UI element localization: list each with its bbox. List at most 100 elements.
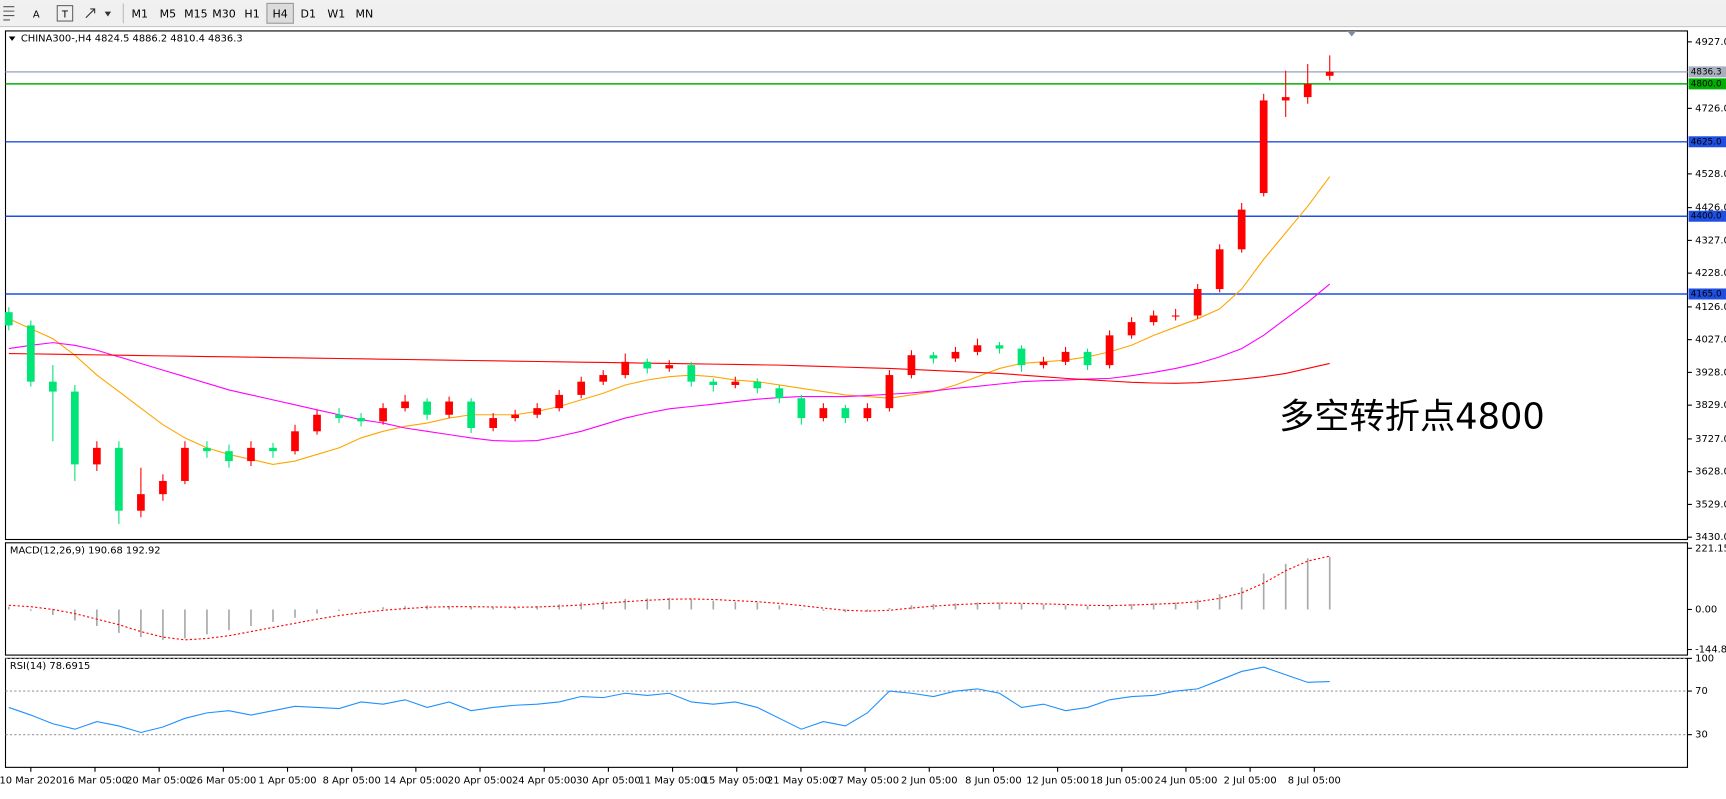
candle-body [1105, 335, 1114, 366]
y-tick-label: 3529.0 [1695, 499, 1726, 510]
y-tick-label: 70 [1695, 686, 1708, 697]
x-tick-label: 21 May 05:00 [767, 776, 835, 787]
level-label: 4800.0 [1691, 79, 1722, 89]
x-tick-label: 2 Jun 05:00 [901, 776, 958, 787]
x-tick-label: 20 Mar 05:00 [126, 776, 192, 787]
candle-body [775, 388, 784, 399]
crosshair-icon [3, 6, 15, 21]
candle-body [1281, 97, 1290, 101]
y-tick-label: 4927.0 [1695, 37, 1726, 48]
candle-body [115, 447, 123, 511]
y-tick-label: 3829.0 [1695, 400, 1726, 411]
x-tick-label: 16 Mar 05:00 [62, 776, 128, 787]
candle-body [1325, 71, 1334, 76]
level-label-box [1688, 66, 1726, 78]
candle-body [1215, 249, 1224, 290]
candle-body [1039, 361, 1048, 366]
candle-body [467, 401, 475, 428]
rsi-panel [4, 657, 1689, 768]
candle-body [1083, 351, 1092, 366]
timeframe-button[interactable]: M15 [184, 7, 208, 20]
x-tick-label: 8 Jun 05:00 [965, 776, 1022, 787]
main-panel [4, 30, 1689, 541]
candle-body [929, 355, 938, 359]
timeframe-button[interactable]: H1 [244, 7, 259, 20]
toolbar-buttons: M1 M5 M15 M30 H1 H4 D1 W1 MN [132, 2, 373, 24]
candle-body [577, 381, 586, 395]
level-label-box [1688, 78, 1726, 90]
candle-body [665, 365, 674, 369]
timeframe-button[interactable]: H4 [273, 7, 288, 20]
candle-body [687, 365, 696, 382]
tool-label[interactable]: A [33, 9, 40, 20]
shift-marker [1347, 30, 1357, 37]
x-tick-label: 8 Apr 05:00 [323, 776, 381, 787]
candle-body [1303, 83, 1312, 98]
y-tick-label: 4426.0 [1695, 203, 1726, 214]
timeframe-button[interactable]: D1 [300, 7, 315, 20]
candle-body [159, 480, 167, 495]
timeframe-button[interactable]: W1 [327, 7, 345, 20]
candle-body [709, 381, 718, 385]
x-tick-label: 30 Apr 05:00 [576, 776, 641, 787]
tool-label[interactable]: T [61, 9, 69, 20]
x-tick-label: 12 Jun 05:00 [1026, 776, 1089, 787]
x-tick-label: 26 Mar 05:00 [190, 776, 256, 787]
candle-body [797, 398, 806, 419]
y-tick-label: 4528.0 [1695, 169, 1726, 180]
candle-body [511, 414, 520, 419]
text-tool-frame[interactable] [56, 5, 74, 22]
candle-body [70, 391, 79, 465]
level-label: 4625.0 [1691, 137, 1722, 147]
macd-panel [4, 542, 1689, 656]
candle-body [753, 381, 762, 389]
timeframe-active [266, 2, 294, 24]
panel-title: MACD(12,26,9) 190.68 192.92 [10, 546, 161, 557]
candle-body [93, 447, 101, 465]
candle-body [423, 401, 431, 415]
x-tick-label: 14 Apr 05:00 [384, 776, 448, 787]
x-tick-label: 10 Mar 2020 [0, 776, 62, 787]
candle-body [1193, 289, 1202, 316]
x-tick-label: 24 Apr 05:00 [512, 776, 577, 787]
annotation: 多空转折点4800 [1279, 396, 1545, 437]
candle-body [137, 494, 145, 511]
candle-body [863, 408, 872, 419]
candle-body [269, 447, 277, 452]
candle-body [621, 361, 630, 376]
candle-body [357, 418, 365, 422]
y-tick-label: 4327.0 [1695, 235, 1726, 246]
x-tick-label: 18 Jun 05:00 [1090, 776, 1153, 787]
candle-body [313, 414, 321, 432]
level-label: 4400.0 [1691, 212, 1722, 222]
candle-body [973, 345, 982, 352]
candle-body [907, 355, 916, 376]
timeframe-button[interactable]: M5 [160, 7, 176, 20]
candle-body [885, 375, 894, 409]
level-label: 4836.3 [1691, 67, 1722, 77]
timeframe-button[interactable]: MN [355, 7, 373, 20]
candle-body [4, 312, 13, 326]
symbol-menu-arrow[interactable] [8, 36, 16, 41]
x-tick-label: 8 Jul 05:00 [1288, 776, 1341, 787]
candle-body [1149, 315, 1158, 323]
candle-body [555, 394, 564, 409]
candle-body [1017, 348, 1026, 366]
candle-body [1127, 322, 1136, 336]
candle-body [489, 418, 497, 428]
candle-body [445, 401, 453, 415]
y-tick-label: -144.84 [1695, 645, 1726, 656]
candle-body [995, 345, 1004, 349]
level-label-box [1688, 210, 1726, 222]
y-tick-label: 100 [1695, 653, 1714, 664]
candle-body [1171, 315, 1180, 317]
candle-body [203, 447, 211, 452]
arrow-tool[interactable] [85, 8, 112, 19]
timeframe-button[interactable]: M30 [212, 7, 236, 20]
candle-body [291, 431, 299, 452]
level-label: 4165.0 [1691, 289, 1722, 299]
x-tick-label: 20 Apr 05:00 [448, 776, 512, 787]
timeframe-button[interactable]: M1 [132, 7, 149, 20]
